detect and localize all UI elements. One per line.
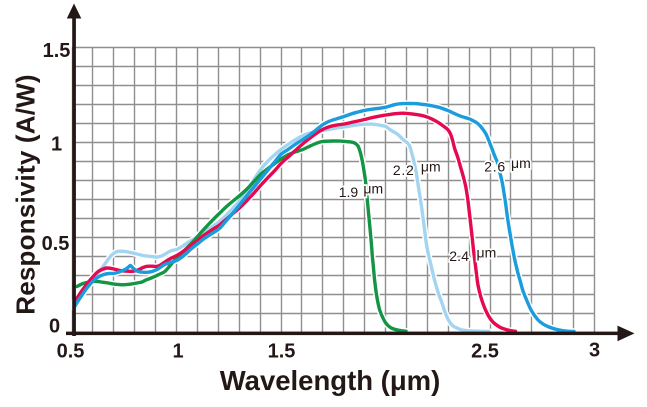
svg-text:1.9: 1.9 xyxy=(339,184,359,200)
svg-text:Responsivity (A/W): Responsivity (A/W) xyxy=(11,74,41,315)
svg-text:1.5: 1.5 xyxy=(268,341,296,363)
svg-text:μm: μm xyxy=(511,155,531,171)
svg-text:2.4: 2.4 xyxy=(449,248,469,264)
svg-text:μm: μm xyxy=(421,158,441,174)
svg-text:1: 1 xyxy=(51,134,62,156)
svg-text:0: 0 xyxy=(49,316,60,338)
svg-text:Wavelength (μm): Wavelength (μm) xyxy=(220,365,441,396)
svg-text:2.6: 2.6 xyxy=(484,159,506,175)
svg-text:1.5: 1.5 xyxy=(43,40,71,62)
svg-text:2.5: 2.5 xyxy=(471,341,499,363)
svg-text:0.5: 0.5 xyxy=(57,341,85,363)
svg-text:μm: μm xyxy=(363,181,383,197)
svg-text:3: 3 xyxy=(589,340,600,362)
svg-text:0.5: 0.5 xyxy=(42,233,70,255)
svg-text:μm: μm xyxy=(477,245,497,261)
svg-text:2.2: 2.2 xyxy=(393,162,415,178)
svg-text:1: 1 xyxy=(172,341,183,363)
